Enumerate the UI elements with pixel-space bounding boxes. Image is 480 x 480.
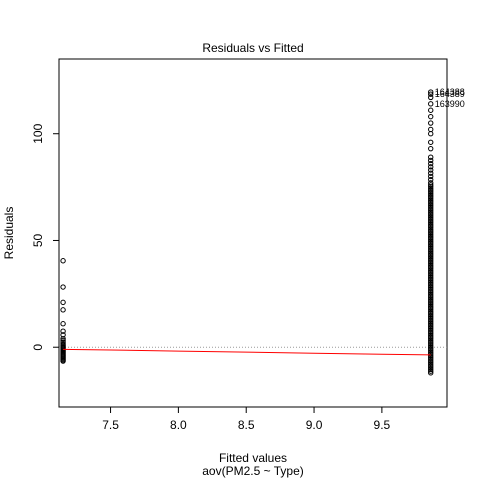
y-tick-label: 50: [31, 233, 45, 247]
x-tick-label: 9.0: [306, 418, 323, 432]
x-axis-label: Fitted values: [219, 451, 287, 465]
data-point: [429, 108, 433, 112]
smooth-trend-line: [63, 349, 431, 355]
y-axis-label: Residuals: [2, 207, 16, 260]
data-point: [429, 95, 433, 99]
data-point: [429, 132, 433, 136]
data-point: [61, 322, 65, 326]
outlier-label: 163990: [435, 99, 465, 109]
data-point: [61, 308, 65, 312]
data-point: [429, 102, 433, 106]
data-point: [429, 114, 433, 118]
x-tick-label: 8.5: [238, 418, 255, 432]
data-point: [429, 121, 433, 125]
x-tick-label: 8.0: [170, 418, 187, 432]
data-point: [429, 140, 433, 144]
chart-title: Residuals vs Fitted: [202, 41, 303, 55]
x-tick-label: 7.5: [102, 418, 119, 432]
y-tick-label: 100: [31, 123, 45, 143]
y-tick-label: 0: [31, 344, 45, 351]
data-point: [61, 259, 65, 263]
data-point: [429, 146, 433, 150]
data-point: [61, 285, 65, 289]
x-tick-label: 9.5: [374, 418, 391, 432]
x-axis-sublabel: aov(PM2.5 ~ Type): [202, 464, 304, 478]
data-point: [429, 127, 433, 131]
outlier-label: 164389: [435, 89, 465, 99]
data-point: [61, 300, 65, 304]
